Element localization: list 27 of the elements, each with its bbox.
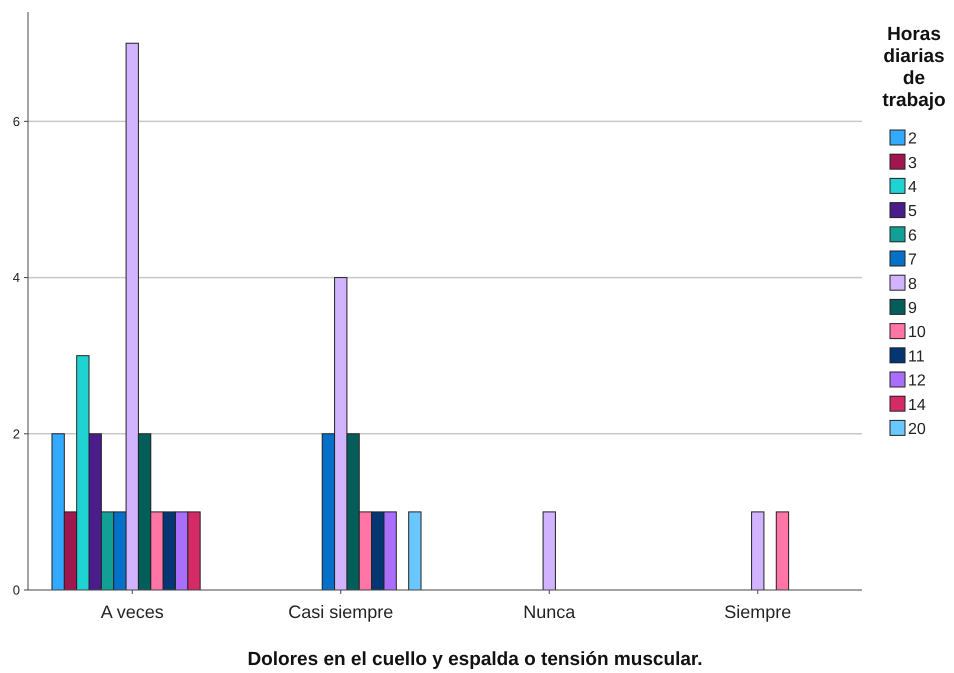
legend-label: 12	[908, 372, 926, 390]
legend-label: 7	[908, 252, 917, 269]
bar	[776, 511, 790, 590]
bar	[542, 511, 556, 590]
legend-label: 6	[908, 227, 917, 244]
x-tick-label: Nunca	[523, 602, 576, 622]
bar	[751, 511, 764, 590]
y-tick-label: 0	[12, 582, 20, 598]
x-tick-label: A veces	[100, 602, 164, 622]
y-tick-label: 4	[12, 270, 20, 286]
x-tick-label: Siempre	[724, 602, 792, 622]
y-tick-label: 2	[12, 426, 20, 442]
legend-label: 8	[908, 276, 917, 293]
legend-label: 11	[908, 348, 925, 366]
legend-label: 3	[908, 154, 917, 172]
x-axis-title: Dolores en el cuello y espalda o tensión muscular.	[247, 649, 703, 670]
legend-label: 9	[908, 300, 917, 317]
legend-label: 20	[908, 421, 926, 438]
legend-label: 5	[908, 203, 917, 220]
legend-title: Horas diarias de trabajo	[882, 24, 946, 111]
legend-label: 10	[908, 324, 926, 342]
legend-label: 2	[908, 130, 917, 148]
y-tick-label: 6	[12, 114, 20, 129]
x-tick-label: Casi siempre	[288, 602, 394, 622]
legend-label: 14	[908, 396, 926, 414]
bar	[408, 511, 422, 590]
legend-label: 4	[908, 179, 917, 196]
